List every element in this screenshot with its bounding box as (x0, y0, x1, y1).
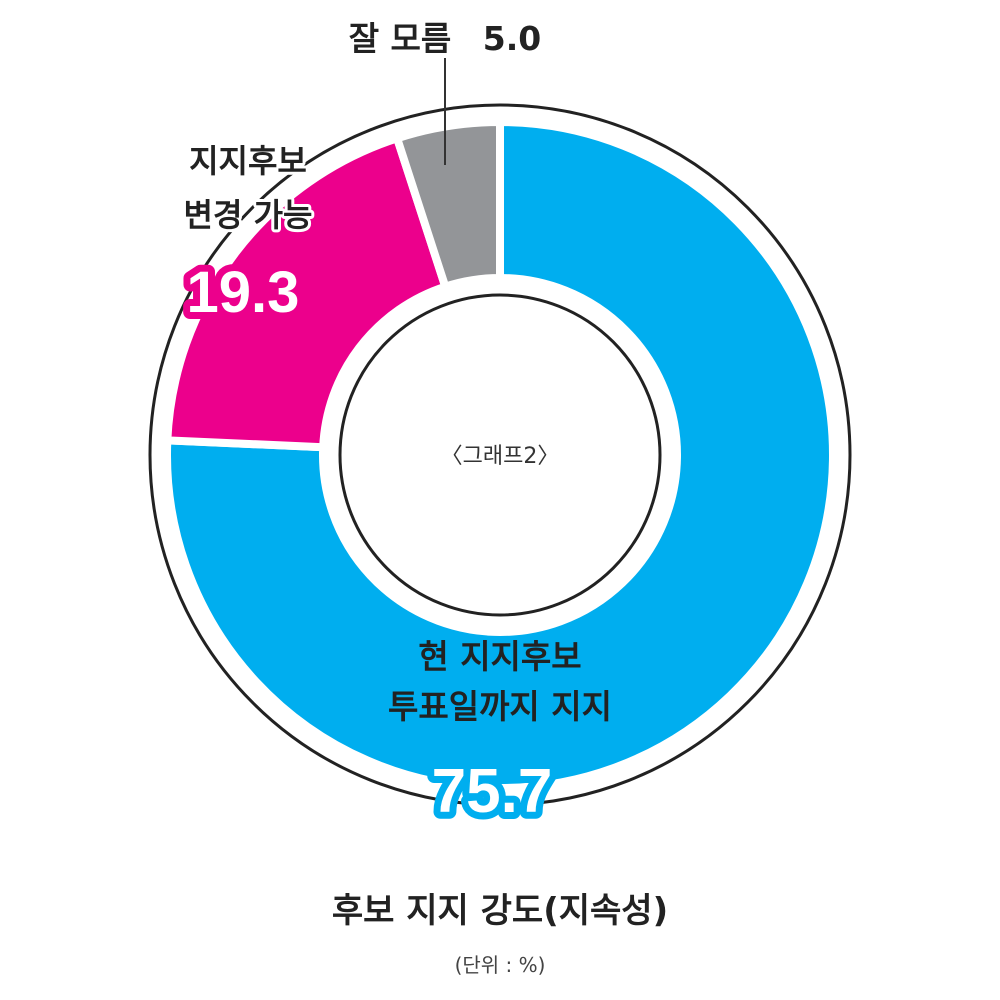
slice-value-current: 75.7 (432, 757, 553, 826)
slices-group (163, 117, 837, 792)
slice-value-change: 19.3 (187, 260, 300, 325)
chart-unit: (단위 : %) (455, 953, 546, 977)
chart-title: 후보 지지 강도(지속성) (332, 891, 668, 931)
center-label: 〈그래프2〉 (441, 444, 560, 469)
slice-unknown (392, 117, 504, 292)
outer-ring (148, 103, 852, 807)
slice-label-change-line2: 변경 가능 (184, 196, 313, 234)
slice-label-current-line2: 투표일까지 지지 (388, 687, 612, 726)
slice-label-current: 현 지지후보 (418, 637, 581, 676)
slice-value-unknown: 5.0 (483, 19, 541, 58)
slice-label-unknown: 잘 모름 (349, 19, 452, 58)
slice-label-change: 지지후보 (189, 142, 307, 180)
inner-ring (338, 293, 662, 617)
slice-change (163, 133, 451, 452)
slice-current (163, 117, 837, 792)
